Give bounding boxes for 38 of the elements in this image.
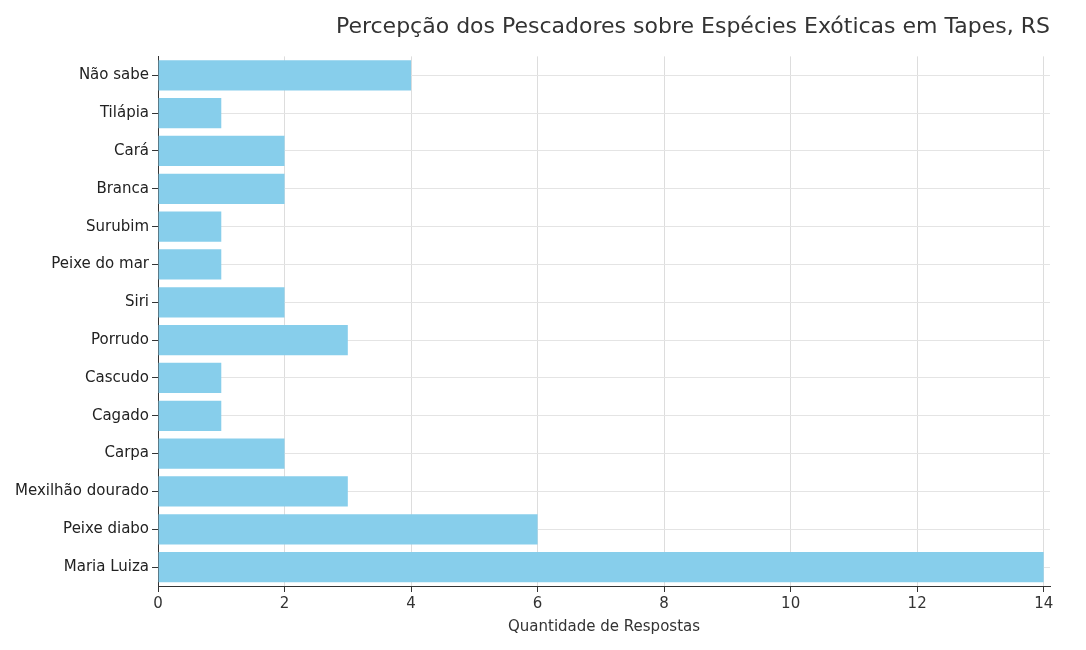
bar [158,135,285,167]
bar [158,249,222,280]
bar [158,287,285,318]
x-tick-label: 8 [659,593,669,612]
bar [158,551,1044,583]
x-tick-label: 4 [406,593,416,612]
bar [158,173,285,204]
bar [158,362,222,394]
x-tick-label: 2 [279,593,290,612]
y-tick-label: Carpa [104,443,150,462]
x-tick-label: 6 [532,593,543,612]
y-tick-label: Não sabe [78,65,150,84]
bar [158,514,538,545]
x-tick-label: 12 [907,593,927,612]
bar [158,211,222,242]
bar [158,438,285,469]
y-tick-label: Peixe diabo [63,519,150,538]
y-tick-label: Porrudo [91,330,150,348]
y-tick-label: Mexilhão dourado [14,481,150,500]
x-axis-title: Quantidade de Respostas [508,616,701,635]
y-tick-label: Maria Luiza [63,556,150,575]
x-tick-label: 14 [1034,593,1054,612]
x-tick-label: 10 [781,593,801,612]
bar [158,98,222,129]
x-tick-label: 0 [153,593,163,612]
bar [158,324,348,356]
chart-title: Percepção dos Pescadores sobre Espécies Exóticas em Tapes, RS [335,12,1050,38]
y-tick-label: Cará [113,140,150,159]
y-tick-label: Tilápia [98,103,150,122]
y-tick-label: Branca [96,178,150,197]
bar [158,476,348,507]
y-tick-label: Siri [124,292,150,311]
bar [158,400,222,431]
y-tick-label: Cascudo [85,367,150,386]
y-tick-label: Surubim [86,216,150,235]
y-tick-label: Cagado [91,405,150,424]
bar [158,60,412,91]
y-tick-label: Peixe do mar [51,254,150,273]
